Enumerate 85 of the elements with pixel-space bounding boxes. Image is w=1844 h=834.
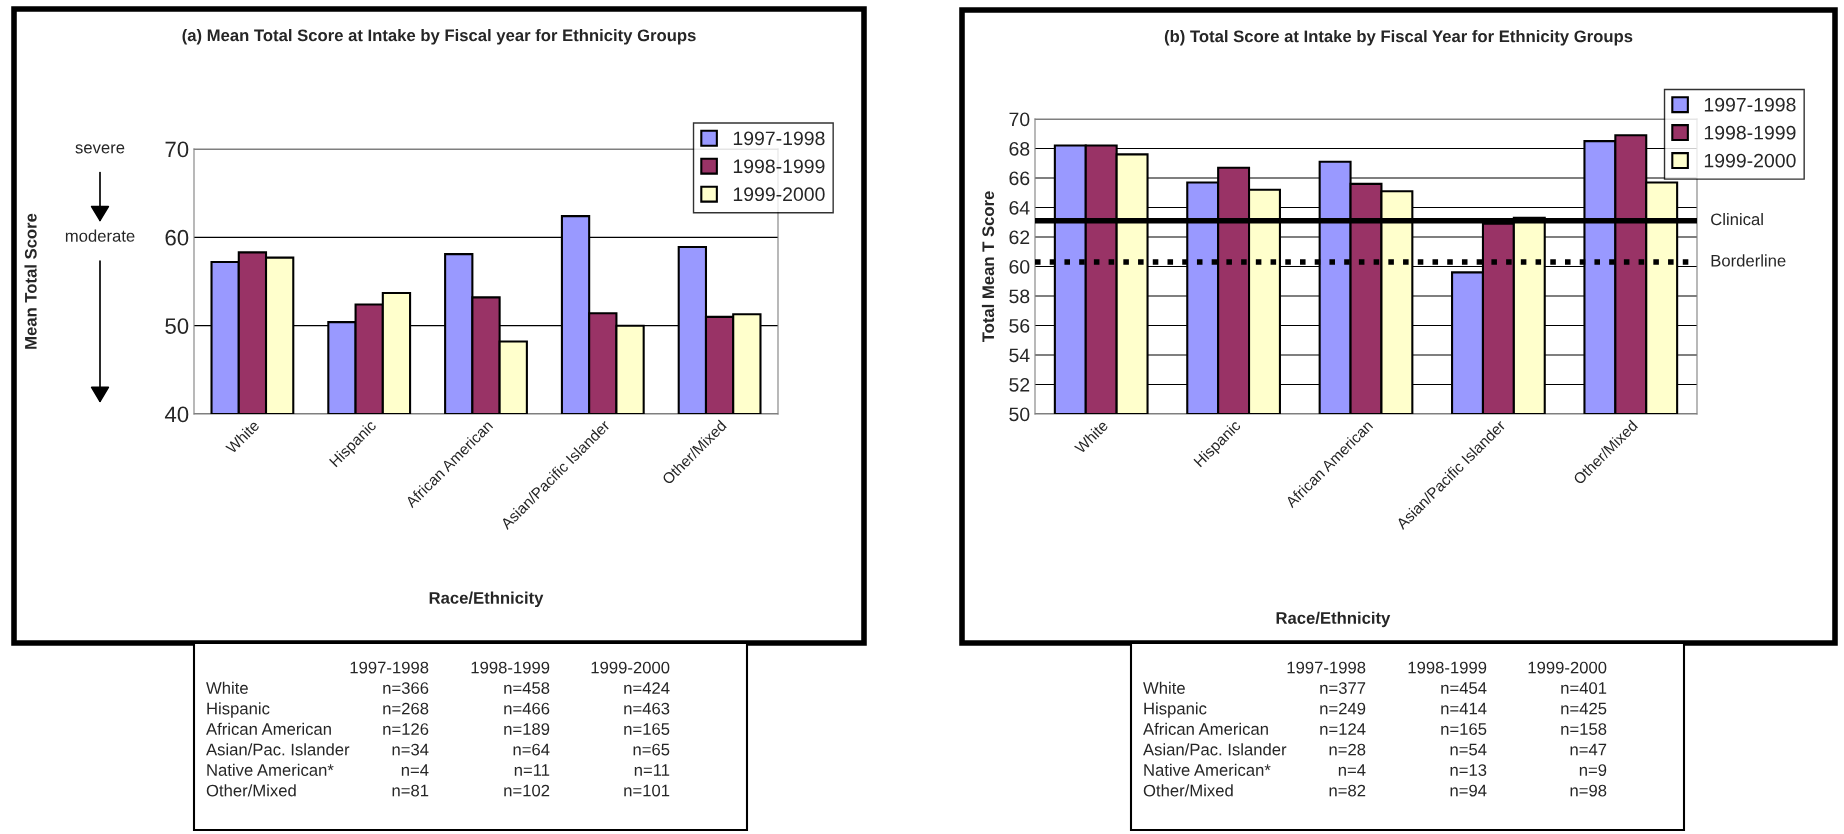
text: 1999-2000 <box>1528 661 1607 674</box>
text: African American <box>206 722 331 735</box>
text: Hispanic <box>207 702 270 718</box>
y-tick-label: 40 <box>164 406 189 423</box>
text: n=65 <box>633 743 670 756</box>
y-tick-label: 52 <box>1009 377 1030 392</box>
text: African American <box>1143 722 1268 735</box>
text: n=425 <box>1561 702 1607 715</box>
text: n=458 <box>504 682 550 694</box>
y-axis-title: Total Mean T Score <box>981 191 995 343</box>
text: n=4 <box>401 764 429 776</box>
text: White <box>206 681 248 694</box>
text: n=47 <box>1570 743 1607 756</box>
y-tick-label: 54 <box>1009 348 1030 363</box>
text: White <box>1143 681 1185 694</box>
text: n=454 <box>1441 682 1487 694</box>
text: 1998-1999 <box>1408 661 1487 674</box>
y-tick-label: 56 <box>1009 318 1030 333</box>
text: n=13 <box>1450 764 1487 776</box>
text: n=377 <box>1320 682 1366 694</box>
text: n=11 <box>514 764 550 776</box>
y-tick-label: 50 <box>1009 407 1030 422</box>
y-tick-label: 50 <box>165 318 189 334</box>
x-axis-title: Race/Ethnicity <box>1276 611 1391 628</box>
text: n=268 <box>383 702 429 715</box>
text: n=249 <box>1320 702 1366 715</box>
legend-label: 1999-2000 <box>1704 153 1796 168</box>
chart-title: (b) Total Score at Intake by Fiscal Year for Ethnicity Groups <box>1164 30 1633 46</box>
text: n=165 <box>1441 723 1487 735</box>
text: Hispanic <box>1144 702 1207 718</box>
text: 1998-1999 <box>471 661 550 674</box>
text: severe <box>75 144 125 154</box>
x-axis-title: Race/Ethnicity <box>429 591 544 608</box>
text: n=11 <box>634 764 670 776</box>
text: n=9 <box>1579 764 1607 776</box>
legend-label: 1998-1999 <box>733 159 825 174</box>
text: Other/Mixed <box>1143 784 1233 797</box>
y-tick-label: 62 <box>1009 230 1030 245</box>
legend-label: 1998-1999 <box>1704 125 1796 140</box>
text: n=98 <box>1570 784 1607 797</box>
ref-line-label: Clinical <box>1711 213 1763 226</box>
y-tick-label: 58 <box>1009 289 1030 304</box>
y-tick-label: 60 <box>165 229 189 246</box>
text: n=4 <box>1338 764 1366 776</box>
y-axis-title: Mean Total Score <box>24 213 37 349</box>
text: 1997-1998 <box>350 661 429 674</box>
text: n=126 <box>383 723 429 735</box>
text: Native American* <box>207 763 334 776</box>
legend-label: 1999-2000 <box>733 187 825 202</box>
y-tick-label: 66 <box>1009 171 1030 186</box>
text: n=165 <box>624 723 670 735</box>
ref-line-label: Borderline <box>1711 254 1786 267</box>
text: n=64 <box>513 743 550 756</box>
text: n=424 <box>624 682 670 694</box>
text: n=81 <box>392 784 429 797</box>
text: n=158 <box>1561 723 1607 735</box>
text: Native American* <box>1144 763 1271 776</box>
y-tick-label: 64 <box>1009 200 1030 215</box>
text: Asian/Pac. Islander <box>1143 743 1287 756</box>
text: 1999-2000 <box>591 661 670 674</box>
text: n=34 <box>392 743 429 756</box>
chart-title: (a) Mean Total Score at Intake by Fiscal year for Ethnicity Groups <box>182 29 696 45</box>
text: n=54 <box>1450 743 1487 756</box>
text: Other/Mixed <box>206 784 296 797</box>
text: n=466 <box>504 702 550 715</box>
text: n=414 <box>1441 702 1487 715</box>
y-tick-label: 70 <box>1009 112 1030 127</box>
y-tick-label: 68 <box>1009 141 1030 156</box>
text: n=463 <box>624 702 670 715</box>
legend-label: 1997-1998 <box>1704 97 1796 112</box>
text: n=189 <box>504 723 550 735</box>
legend-label: 1997-1998 <box>733 131 825 146</box>
text: n=401 <box>1561 682 1607 694</box>
text: n=101 <box>624 784 670 797</box>
y-tick-label: 60 <box>1009 259 1030 274</box>
text: n=102 <box>504 784 550 797</box>
text: n=82 <box>1329 784 1366 797</box>
y-tick-label: 70 <box>165 141 189 158</box>
text: 1997-1998 <box>1287 661 1366 674</box>
text: n=94 <box>1450 784 1487 797</box>
text: n=28 <box>1329 743 1366 756</box>
text: n=366 <box>383 682 429 694</box>
text: Asian/Pac. Islander <box>206 743 350 756</box>
text: moderate <box>65 229 135 242</box>
text: n=124 <box>1320 723 1366 735</box>
